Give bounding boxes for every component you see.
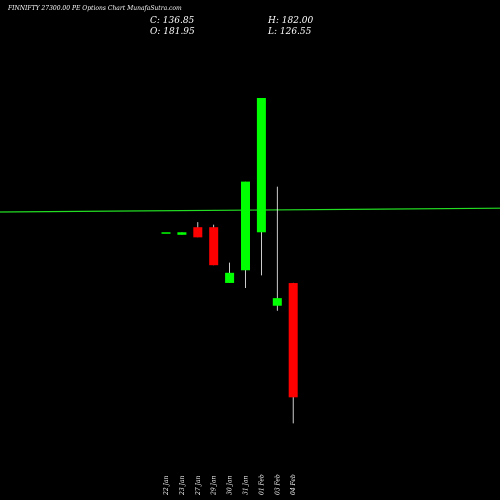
x-tick-label: 03 Feb bbox=[274, 474, 281, 495]
x-tick-label: 22 Jan bbox=[163, 475, 170, 496]
x-tick-label: 23 Jan bbox=[179, 475, 186, 496]
candle-body bbox=[272, 298, 282, 306]
candle-body bbox=[256, 98, 266, 233]
candle-body bbox=[177, 232, 187, 235]
x-tick-label: 27 Jan bbox=[195, 475, 202, 496]
low-value: L: 126.55 bbox=[268, 27, 312, 37]
candle-body bbox=[193, 227, 203, 238]
open-value: O: 181.95 bbox=[150, 27, 195, 37]
x-tick-label: 31 Jan bbox=[243, 475, 250, 495]
candle-body bbox=[288, 283, 298, 398]
candle-body bbox=[241, 181, 250, 271]
x-tick-label: 30 Jan bbox=[227, 475, 234, 495]
candle-body bbox=[161, 232, 171, 234]
chart-title: FINNIFTY 27300.00 PE Options Chart Munaf… bbox=[8, 5, 182, 12]
candle-body bbox=[209, 227, 219, 266]
close-value: C: 136.85 bbox=[150, 16, 195, 26]
x-tick-label: 01 Feb bbox=[258, 474, 265, 495]
candle-body bbox=[225, 272, 235, 283]
x-tick-label: 04 Feb bbox=[290, 474, 297, 495]
x-tick-label: 29 Jan bbox=[211, 475, 218, 496]
high-value: H: 182.00 bbox=[268, 16, 314, 26]
